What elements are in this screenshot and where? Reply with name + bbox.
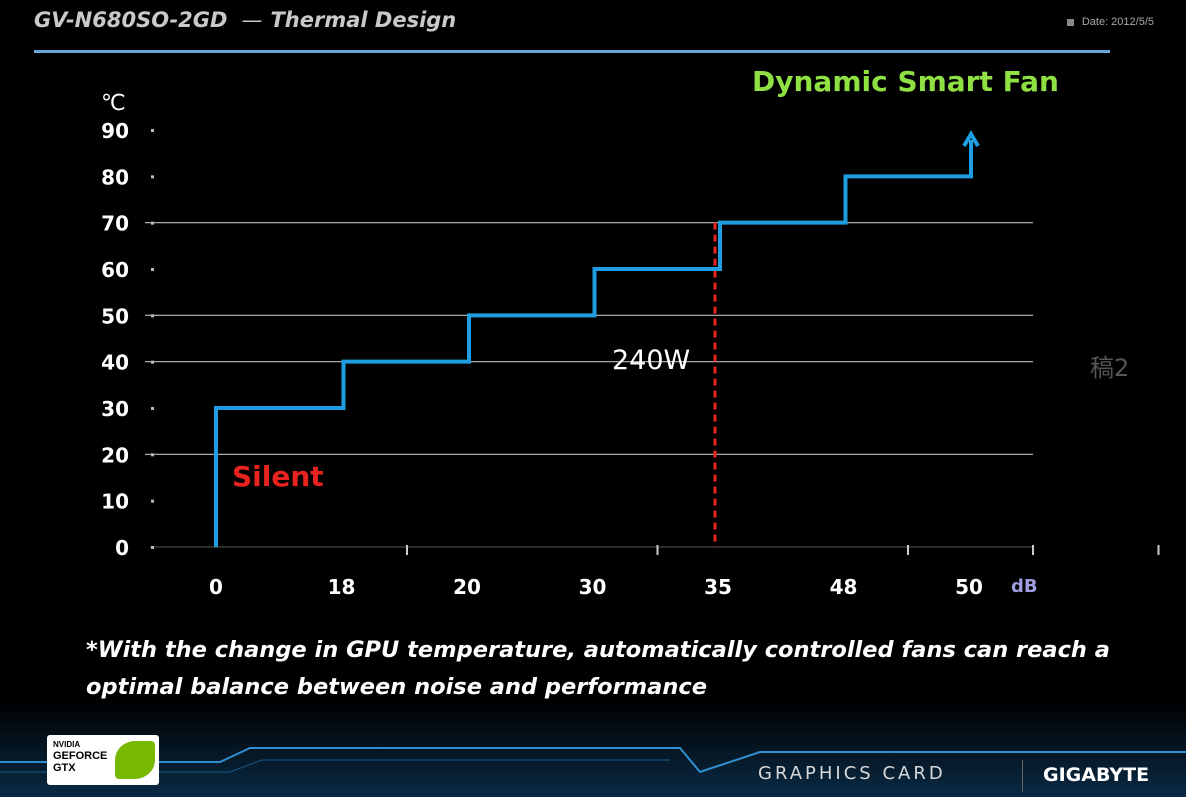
y-tick-dot-90 xyxy=(151,129,154,132)
y-tick-dot-80 xyxy=(151,175,154,179)
fan-curve-arrow-icon xyxy=(962,130,980,148)
fan-curve-chart: 0 10 20 30 40 50 60 70 80 90 0 18 20 30 35 48 50 ℃ dB Dynam… xyxy=(101,65,1160,599)
y-tick-dot-30 xyxy=(151,407,154,410)
y-tick-dot-40 xyxy=(151,360,154,364)
y-tick-label-0: 0 xyxy=(115,536,129,560)
date-label: Date: 2012/5/5 xyxy=(1066,16,1154,28)
x-tick-label-18: 18 xyxy=(328,575,356,599)
nvidia-text: NVIDIA xyxy=(53,740,81,749)
gtx-text: GTX xyxy=(53,762,76,774)
x-tick-label-35: 35 xyxy=(704,575,732,599)
geforce-text: GEFORCE xyxy=(53,750,108,762)
x-tick-label-0: 0 xyxy=(209,575,223,599)
y-tick-dot-0 xyxy=(151,546,154,549)
graphics-card-label: GRAPHICS CARD xyxy=(758,763,946,784)
y-tick-label-70: 70 xyxy=(101,212,129,236)
footnote: *With the change in GPU temperature, aut… xyxy=(86,632,1146,706)
x-axis-label: dB xyxy=(1011,576,1038,597)
y-tick-label-50: 50 xyxy=(101,304,129,328)
footnote-line-2: optimal balance between noise and perfor… xyxy=(86,674,707,700)
y-tick-dot-20 xyxy=(151,453,154,457)
y-tick-label-30: 30 xyxy=(101,397,129,421)
section-title: Thermal Design xyxy=(270,8,457,32)
gigabyte-logo: GIGABYTE xyxy=(1043,764,1150,786)
y-tick-dot-10 xyxy=(151,499,154,503)
y-tick-dot-60 xyxy=(151,268,154,271)
title-separator: — xyxy=(241,8,263,32)
date-text: Date: 2012/5/5 xyxy=(1081,16,1154,28)
product-name: GV-N680SO-2GD xyxy=(34,8,228,32)
y-tick-label-40: 40 xyxy=(101,351,129,375)
footer-decoration xyxy=(0,700,1186,797)
footer-divider xyxy=(1022,760,1023,792)
y-tick-label-90: 90 xyxy=(101,119,129,143)
fan-curve-line xyxy=(214,140,973,547)
annotation-silent: Silent xyxy=(232,460,324,493)
y-axis-label: ℃ xyxy=(101,91,126,116)
y-tick-label-10: 10 xyxy=(101,490,129,514)
nvidia-geforce-gtx-logo: NVIDIA GEFORCE GTX xyxy=(47,735,159,785)
y-tick-label-20: 20 xyxy=(101,443,129,467)
x-tick-label-30: 30 xyxy=(579,575,607,599)
y-tick-dot-70 xyxy=(151,221,154,225)
x-tick-label-50: 50 xyxy=(955,575,983,599)
y-tick-dot-50 xyxy=(151,314,154,318)
header-divider xyxy=(34,50,1110,53)
side-watermark: 稿2 xyxy=(1090,354,1130,382)
geforce-gtx-text: GEFORCE GTX xyxy=(53,750,107,774)
annotation-240w: 240W xyxy=(612,345,690,376)
nvidia-eye-icon xyxy=(115,741,155,779)
y-tick-label-80: 80 xyxy=(101,165,129,189)
bullet-icon xyxy=(1066,18,1074,26)
x-tick-label-48: 48 xyxy=(830,575,858,599)
chart-title: Dynamic Smart Fan xyxy=(752,65,1059,98)
footnote-line-1: *With the change in GPU temperature, aut… xyxy=(86,637,1110,663)
x-tick-label-20: 20 xyxy=(453,575,481,599)
y-tick-label-60: 60 xyxy=(101,258,129,282)
slide-title: GV-N680SO-2GD — Thermal Design xyxy=(34,8,456,32)
